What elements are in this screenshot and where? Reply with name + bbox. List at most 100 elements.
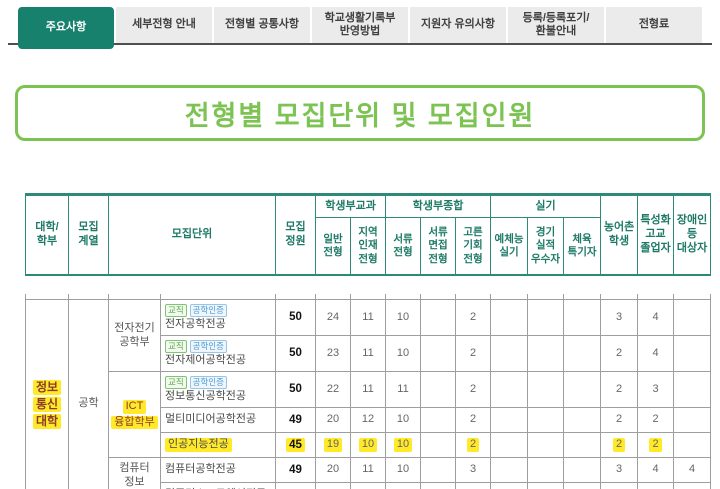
value-cell: 10	[385, 457, 421, 483]
value-cell: 3	[673, 482, 711, 489]
value-cell: 11	[350, 299, 386, 336]
value-cell	[673, 407, 711, 433]
value-cell	[563, 482, 601, 489]
badge-blue: 공학인증	[189, 303, 227, 317]
header-rural: 농어촌 학생	[600, 193, 639, 276]
major-name: 컴퓨터공학전공	[165, 463, 236, 476]
highlight: 45	[286, 437, 305, 453]
header-unit: 모집단위	[107, 193, 277, 276]
badge-line: 교직 공학인증	[165, 339, 271, 354]
value-cell: 10	[385, 482, 421, 489]
value-cell: 20	[315, 457, 351, 483]
header-docs: 서류 전형	[385, 217, 422, 276]
value-cell: 12	[350, 407, 386, 433]
value-cell: 2	[637, 407, 674, 433]
value-cell	[673, 432, 711, 458]
table-row: 컴퓨터 정보 공학부컴퓨터공학전공492011103344	[26, 457, 711, 489]
highlight: 융합학부	[111, 415, 158, 430]
quota-table-header: 대학/ 학부 모집 계열 모집단위 모집 정원 학생부교과 학생부종합 실기 농…	[25, 193, 712, 276]
table-row: 멀티미디어공학전공 49 20 12 10 2 2 2	[26, 407, 711, 433]
value-cell	[490, 482, 528, 489]
value-cell: 4	[637, 457, 674, 483]
college-cell: 정보 통신 대학	[25, 299, 69, 489]
value-cell: 2	[600, 335, 638, 372]
major-cell: 컴퓨터공학전공	[160, 457, 276, 483]
tab-2[interactable]: 전형별 공통사항	[214, 7, 310, 43]
value-cell	[563, 371, 601, 408]
dept-cell: 전자전기 공학부	[108, 299, 161, 372]
quota-cell: 45	[275, 432, 316, 458]
header-sports-talent: 체육 특기자	[563, 217, 602, 276]
highlight: 정보	[32, 379, 62, 395]
value-cell	[527, 407, 564, 433]
quota-cell: 50	[275, 371, 316, 408]
value-cell: 3	[600, 457, 638, 483]
value-cell	[420, 457, 456, 483]
badge-line: 교직 공학인증	[165, 303, 271, 318]
value-cell	[420, 482, 456, 489]
value-cell: 11	[385, 371, 421, 408]
value-cell	[527, 432, 564, 458]
badge-green: 교직	[165, 375, 187, 389]
value-cell: 11	[350, 335, 386, 372]
header-track: 모집 계열	[68, 193, 109, 276]
value-cell: 3	[600, 299, 638, 336]
value-cell	[527, 371, 564, 408]
table-row: 교직 공학인증 전자제어공학전공 50 23 11 10 2 2 4	[26, 335, 711, 372]
tab-4[interactable]: 지원자 유의사항	[410, 7, 506, 43]
value-cell	[490, 432, 528, 458]
quota-table-area: 대학/ 학부 모집 계열 모집단위 모집 정원 학생부교과 학생부종합 실기 농…	[25, 193, 720, 489]
value-cell	[673, 335, 711, 372]
value-cell	[420, 335, 456, 372]
major-cell: 인공지능전공	[160, 432, 276, 458]
value-cell: 11	[350, 457, 386, 483]
quota-cell: 50	[275, 299, 316, 336]
value-cell: 11	[350, 371, 386, 408]
tab-1[interactable]: 세부전형 안내	[116, 7, 212, 43]
major-name: 전자공학전공	[165, 317, 226, 330]
page-title: 전형별 모집단위 및 모집인원	[184, 100, 536, 131]
table-row: 컴퓨터소프트웨어전공502210103333	[26, 482, 711, 489]
table-row: 정보 통신 대학 공학 전자전기 공학부 교직 공학인증 전자공학전공 50 24 11 10 2 3 4	[25, 299, 711, 489]
value-cell	[490, 299, 528, 336]
value-cell	[420, 371, 456, 408]
highlight: 19	[323, 438, 343, 452]
tab-3[interactable]: 학교생활기록부 반영방법	[312, 7, 408, 43]
header-equal-opportunity: 고른 기회 전형	[455, 217, 492, 276]
value-cell	[673, 371, 711, 408]
value-cell: 2	[600, 371, 638, 408]
highlight: 10	[393, 438, 413, 452]
header-general: 일반 전형	[315, 217, 352, 276]
value-cell: 19	[315, 432, 351, 458]
highlight: 10	[358, 438, 378, 452]
major-name: 전자제어공학전공	[165, 353, 246, 366]
value-cell	[420, 299, 456, 336]
value-cell	[563, 457, 601, 483]
page-title-box: 전형별 모집단위 및 모집인원	[15, 85, 705, 141]
dept-cell: 컴퓨터 정보 공학부	[108, 457, 161, 489]
major-name: 인공지능전공	[165, 438, 271, 452]
badge-green: 교직	[165, 303, 187, 317]
value-cell	[420, 407, 456, 433]
header-group-jonghap: 학생부종합	[385, 193, 492, 218]
tab-5[interactable]: 등록/등록포기/ 환불안내	[508, 7, 604, 43]
tab-6[interactable]: 전형료	[606, 7, 702, 43]
value-cell: 4	[637, 335, 674, 372]
value-cell: 2	[455, 432, 491, 458]
highlight: 인공지능전공	[165, 438, 232, 452]
value-cell: 10	[385, 432, 421, 458]
tab-underline	[8, 43, 712, 45]
value-cell	[420, 432, 456, 458]
value-cell	[563, 407, 601, 433]
value-cell	[563, 335, 601, 372]
value-cell	[563, 432, 601, 458]
tab-0[interactable]: 주요사항	[18, 7, 114, 49]
value-cell: 10	[350, 482, 386, 489]
value-cell: 4	[637, 299, 674, 336]
value-cell	[490, 407, 528, 433]
value-cell	[490, 371, 528, 408]
highlight: 2	[466, 438, 480, 452]
value-cell: 10	[385, 407, 421, 433]
value-cell: 2	[455, 335, 491, 372]
value-cell: 2	[455, 371, 491, 408]
